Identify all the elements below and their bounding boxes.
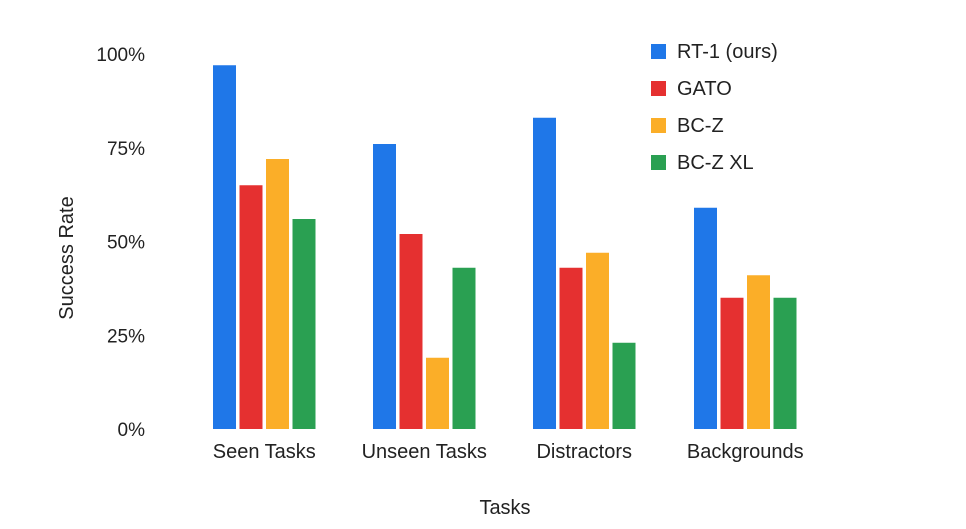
- bar-bc-z: [266, 159, 289, 429]
- y-tick-label: 0%: [118, 420, 146, 441]
- legend-swatch: [651, 44, 666, 59]
- x-axis-title: Tasks: [479, 497, 530, 519]
- y-axis-ticks: 0% 25% 50% 75% 100%: [96, 45, 145, 441]
- x-tick-label: Distractors: [536, 441, 632, 463]
- y-tick-label: 100%: [96, 45, 145, 66]
- legend-label: BC-Z: [677, 115, 724, 137]
- legend-label: BC-Z XL: [677, 152, 754, 174]
- bar-bc-z-xl: [773, 297, 797, 429]
- x-axis-labels: Seen Tasks Unseen Tasks Distractors Backgro…: [213, 441, 804, 463]
- legend-swatch: [651, 81, 666, 96]
- bar-gato: [720, 297, 744, 429]
- bar-bc-z: [586, 252, 609, 429]
- bar-bc-z-xl: [612, 342, 636, 429]
- bar-bc-z-xl: [292, 219, 316, 429]
- legend: RT-1 (ours) GATO BC-Z BC-Z XL: [651, 41, 778, 174]
- legend-label: GATO: [677, 78, 732, 100]
- bar-gato: [399, 234, 423, 429]
- legend-label: RT-1 (ours): [677, 41, 778, 63]
- bar-rt-1-ours: [213, 65, 236, 429]
- bars-group: [213, 65, 797, 429]
- bar-rt-1-ours: [373, 144, 396, 429]
- bar-rt-1-ours: [533, 117, 556, 429]
- bar-bc-z: [747, 275, 770, 429]
- bar-gato: [559, 267, 583, 429]
- y-tick-label: 50%: [107, 233, 145, 254]
- bar-bc-z-xl: [452, 267, 476, 429]
- y-tick-label: 25%: [107, 326, 145, 347]
- x-tick-label: Backgrounds: [687, 441, 804, 463]
- legend-swatch: [651, 118, 666, 133]
- legend-swatch: [651, 155, 666, 170]
- bar-gato: [239, 185, 263, 429]
- x-tick-label: Seen Tasks: [213, 441, 316, 463]
- y-tick-label: 75%: [107, 139, 145, 160]
- bar-bc-z: [426, 357, 449, 429]
- x-tick-label: Unseen Tasks: [362, 441, 487, 463]
- bar-rt-1-ours: [694, 207, 717, 429]
- y-axis-title: Success Rate: [56, 196, 78, 319]
